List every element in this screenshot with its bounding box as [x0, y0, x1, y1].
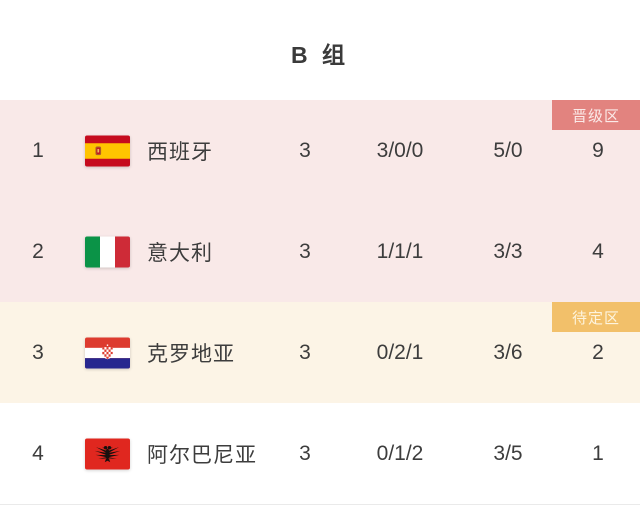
croatia-flag-icon — [85, 337, 130, 368]
points: 1 — [592, 441, 604, 465]
albania-eagle — [94, 445, 121, 462]
bottom-divider — [0, 504, 640, 505]
rank: 4 — [32, 441, 44, 465]
rank: 3 — [32, 340, 44, 364]
goals-for-against: 3/3 — [493, 239, 523, 263]
promotion-zone-section: 晋级区 1 西班牙 3 3/0/0 5/0 9 2 — [0, 100, 640, 302]
goals-for-against: 5/0 — [493, 138, 523, 162]
spain-crest — [95, 146, 102, 155]
spain-flag-icon — [85, 135, 130, 166]
table-row[interactable]: 4 — [0, 403, 640, 504]
group-title: B 组 — [291, 42, 349, 68]
pending-zone-section: 待定区 3 — [0, 302, 640, 403]
goals-for-against: 3/5 — [493, 441, 523, 465]
win-draw-loss: 0/1/2 — [376, 441, 424, 465]
title-bar: B 组 — [0, 0, 640, 100]
italy-flag-icon — [85, 236, 130, 267]
table-row[interactable]: 1 西班牙 3 3/0/0 5/0 9 — [0, 100, 640, 201]
matches-played: 3 — [299, 138, 311, 162]
matches-played: 3 — [299, 239, 311, 263]
team-name: 阿尔巴尼亚 — [147, 443, 257, 467]
points: 4 — [592, 239, 604, 263]
goals-for-against: 3/6 — [493, 340, 523, 364]
table-row[interactable]: 2 意大利 3 1/1/1 3/3 4 — [0, 201, 640, 302]
win-draw-loss: 3/0/0 — [376, 138, 424, 162]
matches-played: 3 — [299, 340, 311, 364]
win-draw-loss: 1/1/1 — [376, 239, 424, 263]
table-row[interactable]: 3 — [0, 302, 640, 403]
team-name: 西班牙 — [147, 140, 213, 164]
pending-zone-badge: 待定区 — [552, 302, 640, 332]
croatia-shield — [102, 344, 113, 359]
plain-section: 4 — [0, 403, 640, 504]
rank: 2 — [32, 239, 44, 263]
win-draw-loss: 0/2/1 — [376, 340, 424, 364]
points: 9 — [592, 138, 604, 162]
albania-flag-icon — [85, 438, 130, 469]
points: 2 — [592, 340, 604, 364]
matches-played: 3 — [299, 441, 311, 465]
rank: 1 — [32, 138, 44, 162]
team-name: 克罗地亚 — [147, 342, 235, 366]
team-name: 意大利 — [147, 241, 213, 265]
promotion-zone-badge: 晋级区 — [552, 100, 640, 130]
